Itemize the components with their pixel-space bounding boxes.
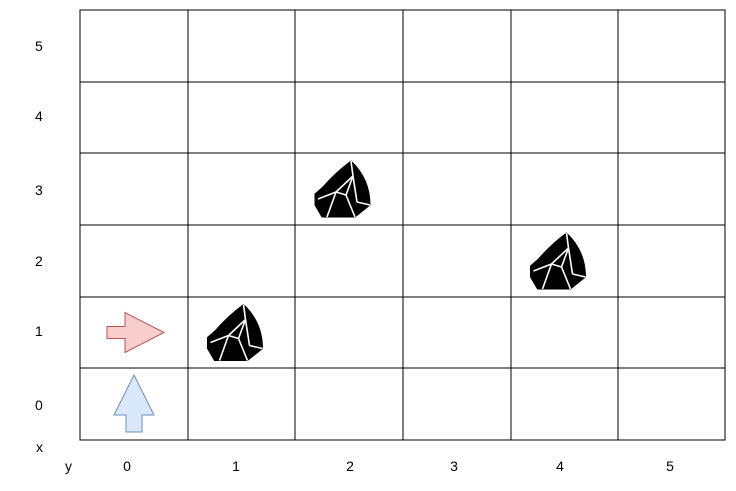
rock-crack [249, 344, 263, 350]
column-label: 5 [666, 458, 674, 474]
grid-cell [510, 367, 619, 441]
rock-crack [244, 319, 251, 346]
grid-cell [187, 152, 296, 226]
column-label: 3 [450, 458, 458, 474]
rock-crack [533, 263, 552, 272]
grid [79, 9, 726, 441]
row-label: 5 [35, 38, 43, 54]
row-label: 3 [35, 182, 43, 198]
grid-cell [187, 224, 296, 298]
grid-cell [402, 9, 512, 83]
rock-crack [210, 334, 229, 344]
agents-layer [106, 311, 166, 433]
rock-crack [317, 191, 337, 200]
grid-cell [402, 152, 512, 226]
rock-icon [530, 232, 586, 290]
rock-crack [551, 263, 562, 268]
row-label: 1 [35, 323, 43, 339]
column-label: 2 [346, 458, 354, 474]
rock-crack [560, 247, 570, 268]
rock-icon [314, 160, 371, 218]
grid-cell [294, 81, 404, 154]
obstacles-layer [207, 160, 586, 361]
x-axis-label: x [36, 439, 43, 455]
rock-crack [345, 175, 354, 196]
grid-cell [402, 224, 512, 298]
grid-cell [617, 81, 726, 154]
row-label: 4 [35, 108, 43, 124]
rock-crack [541, 263, 553, 290]
rock-crack [350, 160, 354, 177]
column-label: 4 [556, 458, 564, 474]
grid-cell [294, 224, 404, 298]
row-axis-labels: 5 4 3 2 1 0 [35, 38, 43, 413]
grid-cell [402, 296, 512, 369]
grid-cell [617, 296, 726, 369]
grid-cell [402, 81, 512, 154]
grid-cell [294, 9, 404, 83]
rock-crack [335, 191, 347, 196]
grid-cell [510, 81, 619, 154]
rock-crack [335, 175, 354, 193]
grid-cell [187, 9, 296, 83]
column-label: 1 [232, 458, 240, 474]
column-axis-labels: 0 1 2 3 4 5 [123, 458, 674, 474]
grid-cell [294, 296, 404, 369]
grid-cell [187, 367, 296, 441]
rock-crack [237, 338, 249, 361]
y-axis-label: y [65, 458, 72, 474]
rock-crack [352, 175, 358, 203]
rock-crack [560, 266, 572, 290]
rock-crack [237, 319, 247, 339]
grid-cell [510, 296, 619, 369]
grid-cell [617, 152, 726, 226]
rock-crack [572, 273, 586, 278]
grid-cell [510, 9, 619, 83]
rock-crack [326, 191, 337, 218]
rock-crack [218, 335, 230, 361]
grid-cell [617, 9, 726, 83]
row-label: 0 [35, 397, 43, 413]
grid-cell [617, 224, 726, 298]
grid-cell [79, 152, 189, 226]
red-agent-arrow-right-icon [106, 311, 166, 354]
row-label: 2 [35, 253, 43, 269]
rock-crack [227, 318, 247, 337]
grid-cell [79, 81, 189, 154]
blue-agent-arrow-up-icon [113, 373, 155, 433]
grid-cell [79, 9, 189, 83]
grid-cell [187, 81, 296, 154]
grid-cell [510, 152, 619, 226]
rock-crack [242, 304, 247, 320]
rock-crack [550, 247, 570, 265]
grid-cell [402, 367, 512, 441]
grid-cell [617, 367, 726, 441]
column-label: 0 [123, 458, 131, 474]
rock-crack [567, 247, 574, 275]
rock-crack [228, 334, 239, 340]
rock-crack [565, 232, 570, 249]
rock-crack [356, 201, 371, 206]
rock-crack [345, 194, 356, 218]
grid-cell [79, 224, 189, 298]
rock-icon [207, 304, 263, 361]
grid-cell [294, 367, 404, 441]
